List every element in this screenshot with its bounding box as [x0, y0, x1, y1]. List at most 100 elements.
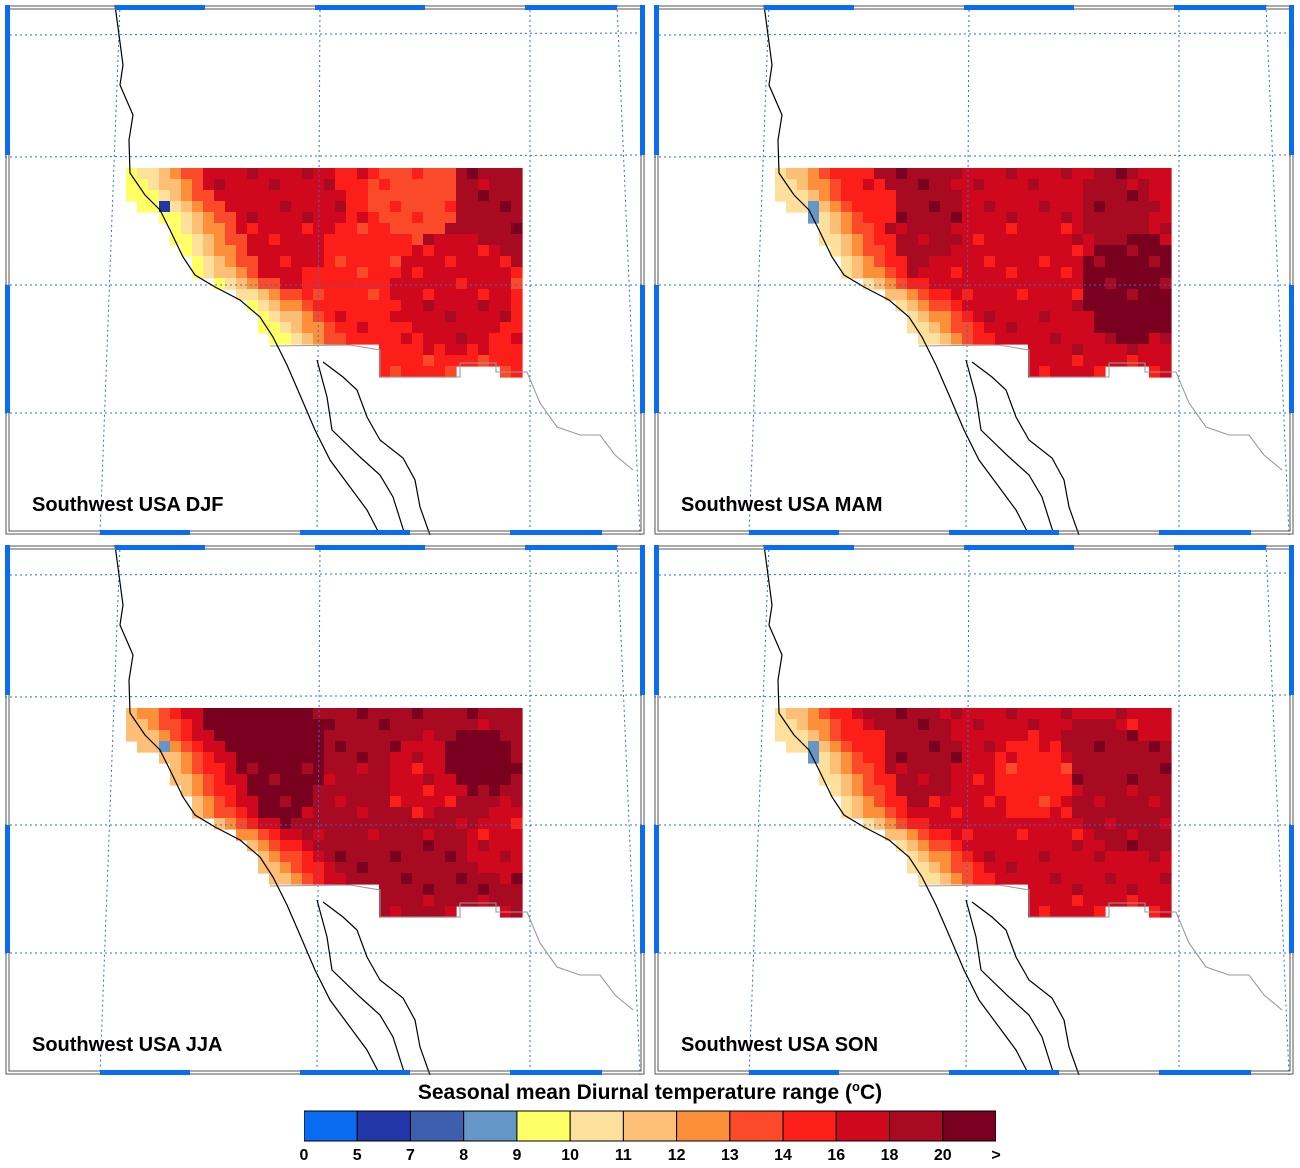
grid-cell — [489, 322, 501, 334]
grid-cell — [357, 730, 369, 742]
grid-cell — [401, 851, 413, 863]
grid-cell — [1050, 322, 1062, 334]
grid-cell — [269, 873, 281, 885]
grid-cell — [280, 719, 292, 731]
grid-cell — [1083, 862, 1095, 874]
grid-cell — [357, 840, 369, 852]
grid-cell — [896, 201, 908, 213]
grid-cell — [885, 201, 897, 213]
grid-cell — [896, 807, 908, 819]
grid-cell — [896, 796, 908, 808]
grid-cell — [984, 708, 996, 720]
grid-cell — [412, 245, 424, 257]
grid-cell — [863, 168, 875, 180]
grid-cell — [962, 719, 974, 731]
grid-cell — [1028, 807, 1040, 819]
grid-cell — [1160, 333, 1172, 345]
grid-cell — [1083, 829, 1095, 841]
grid-cell — [467, 179, 479, 191]
grid-cell — [434, 785, 446, 797]
grid-cell — [467, 895, 479, 907]
meridian-line — [1265, 5, 1290, 535]
grid-cell — [1116, 355, 1128, 367]
grid-cell — [401, 807, 413, 819]
grid-cell — [940, 796, 952, 808]
grid-cell — [1105, 774, 1117, 786]
grid-cell — [159, 201, 171, 213]
grid-cell — [445, 818, 457, 830]
grid-cell — [467, 818, 479, 830]
grid-cell — [1138, 774, 1150, 786]
grid-cell — [885, 818, 897, 830]
grid-cell — [456, 829, 468, 841]
grid-cell — [1006, 829, 1018, 841]
grid-cell — [236, 234, 248, 246]
grid-cell — [423, 212, 435, 224]
grid-cell — [951, 818, 963, 830]
grid-cell — [302, 168, 314, 180]
grid-cell — [973, 840, 985, 852]
grid-cell — [984, 190, 996, 202]
grid-cell — [324, 311, 336, 323]
grid-cell — [1039, 212, 1051, 224]
grid-cell — [1072, 708, 1084, 720]
grid-cell — [973, 322, 985, 334]
grid-cell — [489, 862, 501, 874]
grid-cell — [412, 807, 424, 819]
grid-cell — [1094, 708, 1106, 720]
grid-cell — [335, 851, 347, 863]
grid-cell — [1083, 201, 1095, 213]
grid-cell — [1028, 719, 1040, 731]
grid-cell — [269, 245, 281, 257]
grid-cell — [434, 873, 446, 885]
grid-cell — [456, 223, 468, 235]
grid-cell — [467, 267, 479, 279]
grid-cell — [885, 730, 897, 742]
grid-cell — [280, 278, 292, 290]
grid-cell — [489, 873, 501, 885]
grid-cell — [456, 278, 468, 290]
grid-cell — [1072, 873, 1084, 885]
grid-cell — [456, 796, 468, 808]
grid-cell — [467, 807, 479, 819]
grid-cell — [401, 752, 413, 764]
grid-cell — [1039, 201, 1051, 213]
grid-cell — [500, 300, 512, 312]
grid-cell — [192, 168, 204, 180]
grid-cell — [984, 256, 996, 268]
grid-cell — [973, 862, 985, 874]
grid-cell — [1127, 300, 1139, 312]
grid-cell — [511, 895, 523, 907]
grid-cell — [1116, 862, 1128, 874]
grid-cell — [918, 796, 930, 808]
grid-cell — [885, 267, 897, 279]
grid-cell — [863, 719, 875, 731]
grid-cell — [984, 212, 996, 224]
grid-cell — [258, 785, 270, 797]
grid-cell — [467, 708, 479, 720]
grid-cell — [434, 311, 446, 323]
grid-cell — [500, 212, 512, 224]
grid-cell — [929, 862, 941, 874]
grid-cell — [830, 168, 842, 180]
grid-cell — [357, 719, 369, 731]
dtr-field — [775, 168, 1172, 378]
grid-cell — [500, 245, 512, 257]
grid-cell — [456, 763, 468, 775]
grid-cell — [214, 190, 226, 202]
grid-cell — [1116, 311, 1128, 323]
colorbar-tick-label: 10 — [561, 1147, 580, 1164]
grid-cell — [1116, 300, 1128, 312]
grid-cell — [885, 719, 897, 731]
grid-cell — [1083, 851, 1095, 863]
grid-cell — [1105, 785, 1117, 797]
grid-cell — [478, 730, 490, 742]
grid-cell — [511, 719, 523, 731]
grid-cell — [1050, 741, 1062, 753]
meridian-line — [748, 5, 770, 535]
grid-cell — [1061, 840, 1073, 852]
grid-cell — [500, 774, 512, 786]
grid-cell — [973, 752, 985, 764]
grid-cell — [357, 763, 369, 775]
grid-cell — [962, 333, 974, 345]
